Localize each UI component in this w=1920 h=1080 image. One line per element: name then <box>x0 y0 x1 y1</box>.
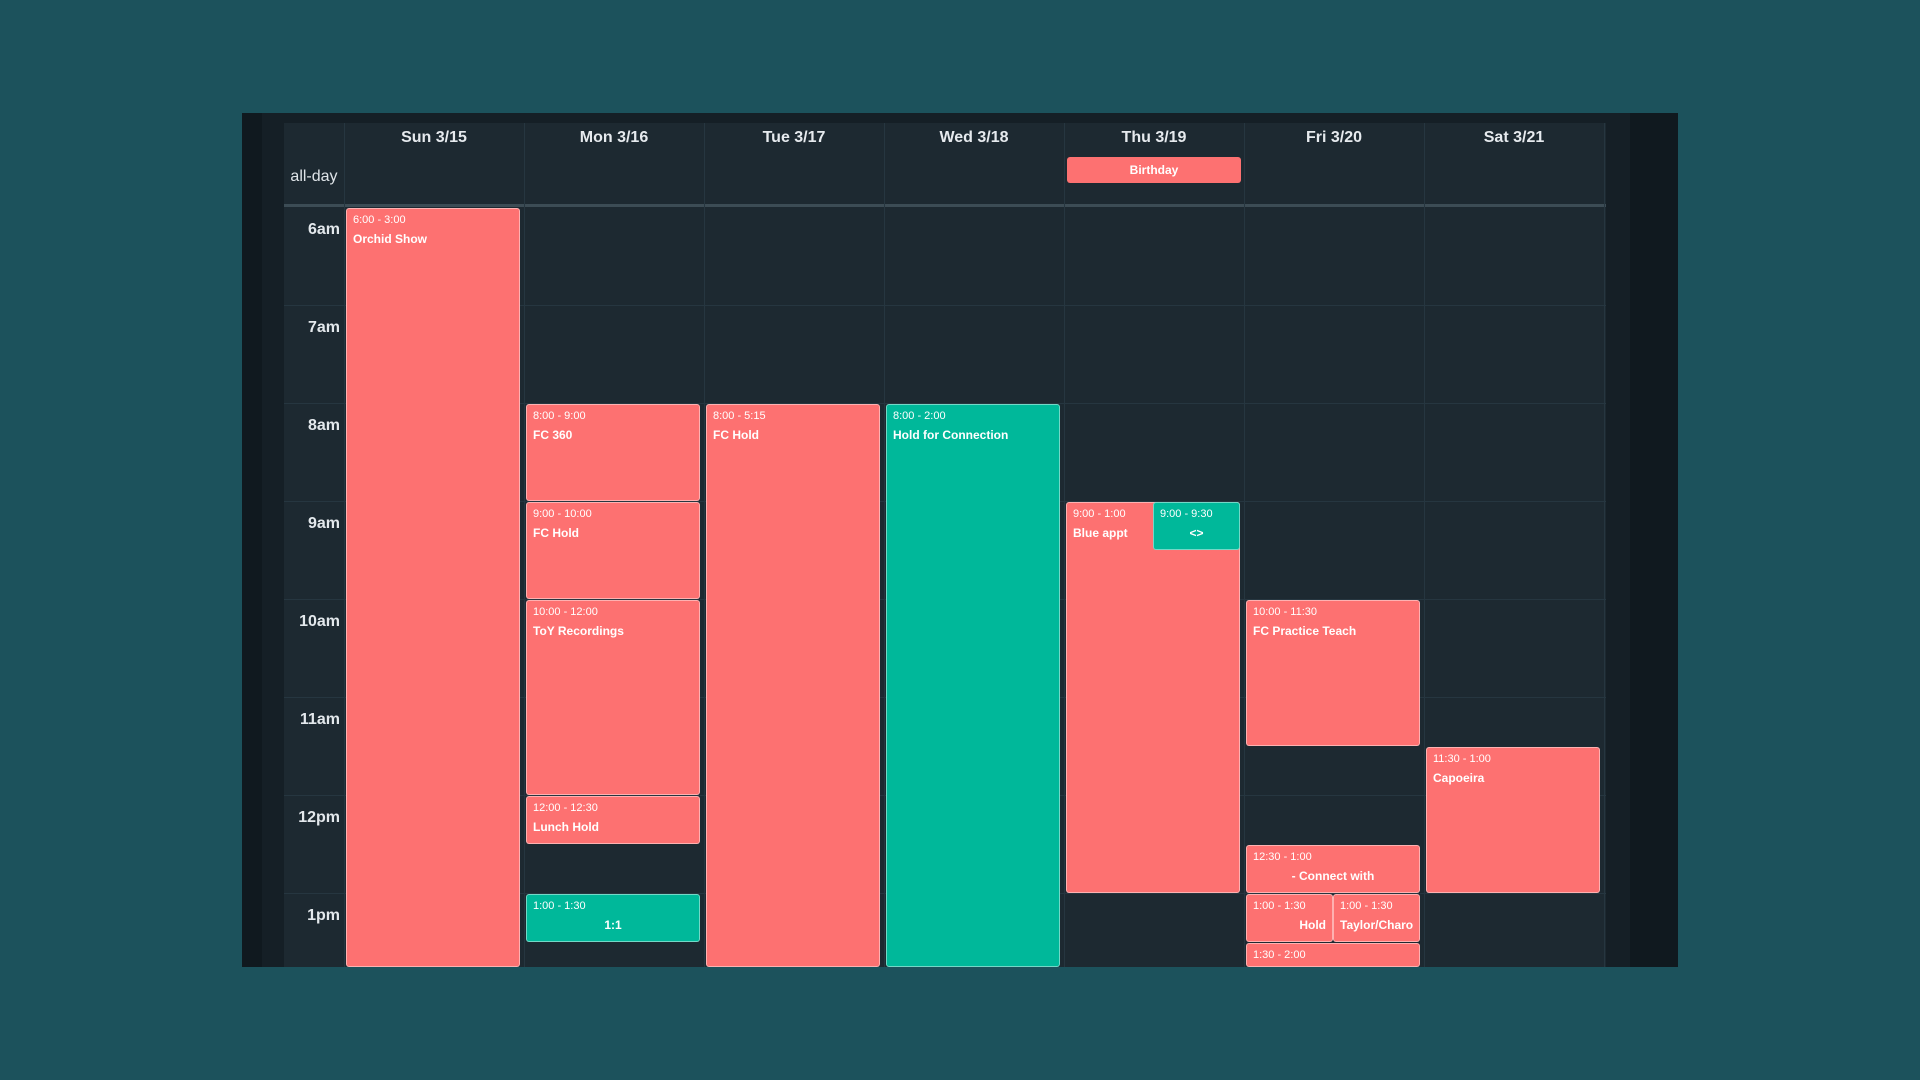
event-time: 1:00 - 1:30 <box>533 900 586 912</box>
event-time: 12:00 - 12:30 <box>533 802 598 814</box>
calendar-event[interactable]: 1:00 - 1:30 Taylor/Charo <box>1333 894 1420 942</box>
time-label: 6am <box>307 221 340 238</box>
event-time: 11:30 - 1:00 <box>1433 753 1491 765</box>
column-divider <box>344 123 345 967</box>
week-calendar-grid: Sun 3/15 Mon 3/16 Tue 3/17 Wed 3/18 Thu 3/19… <box>284 123 1606 967</box>
calendar-event[interactable]: 8:00 - 2:00 Hold for Connection <box>886 404 1060 967</box>
time-label: 7am <box>307 319 340 336</box>
calendar-event[interactable]: 9:00 - 9:30 <> <box>1153 502 1240 550</box>
calendar-event[interactable]: 8:00 - 9:00 FC 360 <box>526 404 700 501</box>
event-time: 10:00 - 11:30 <box>1253 606 1318 618</box>
event-title: ToY Recordings <box>533 624 624 638</box>
column-divider <box>1424 123 1425 967</box>
calendar-window: Sun 3/15 Mon 3/16 Tue 3/17 Wed 3/18 Thu 3/19… <box>242 113 1678 967</box>
calendar-event[interactable]: 12:30 - 1:00 - Connect with <box>1246 845 1420 893</box>
event-time: 10:00 - 12:00 <box>533 606 598 618</box>
all-day-label: all-day <box>290 168 338 185</box>
event-time: 9:00 - 9:30 <box>1160 508 1213 520</box>
event-time: 8:00 - 2:00 <box>893 410 946 422</box>
column-divider <box>1244 123 1245 967</box>
event-time: 1:00 - 1:30 <box>1253 900 1306 912</box>
day-header[interactable]: Tue 3/17 <box>762 129 826 146</box>
event-title: - Connect with <box>1291 869 1375 883</box>
all-day-event-birthday[interactable]: Birthday <box>1067 157 1241 183</box>
calendar-event[interactable]: 10:00 - 11:30 FC Practice Teach <box>1246 600 1420 746</box>
event-title: FC 360 <box>533 428 573 442</box>
event-title: Capoeira <box>1433 771 1485 785</box>
event-time: 8:00 - 9:00 <box>533 410 586 422</box>
right-scrollbar-strip[interactable] <box>1630 113 1678 967</box>
event-time: 8:00 - 5:15 <box>713 410 766 422</box>
calendar-event[interactable]: 1:00 - 1:30 1:1 <box>526 894 700 942</box>
column-divider <box>704 123 705 967</box>
event-title: FC Hold <box>713 428 759 442</box>
calendar-event[interactable]: 6:00 - 3:00 Orchid Show <box>346 208 520 967</box>
calendar-event[interactable]: 9:00 - 10:00 FC Hold <box>526 502 700 599</box>
event-time: 9:00 - 10:00 <box>533 508 592 520</box>
event-title: Orchid Show <box>353 232 428 246</box>
calendar-event[interactable]: 1:30 - 2:00 <box>1246 943 1420 967</box>
event-title: Taylor/Charo <box>1340 918 1414 932</box>
all-day-separator <box>284 204 1606 207</box>
day-header[interactable]: Wed 3/18 <box>939 129 1009 146</box>
event-title: 1:1 <box>604 918 622 932</box>
calendar-event[interactable]: 10:00 - 12:00 ToY Recordings <box>526 600 700 795</box>
time-label: 11am <box>299 711 340 728</box>
event-title: Lunch Hold <box>533 820 599 834</box>
time-label: 10am <box>299 613 340 630</box>
column-divider <box>884 123 885 967</box>
left-panel-strip <box>242 113 262 967</box>
event-title: Hold for Connection <box>893 428 1009 442</box>
time-label: 1pm <box>307 907 340 924</box>
calendar-event[interactable]: 9:00 - 1:00 Blue appt <box>1066 502 1240 893</box>
calendar-event[interactable]: 12:00 - 12:30 Lunch Hold <box>526 796 700 844</box>
calendar-event[interactable]: 1:00 - 1:30 Hold <box>1246 894 1333 942</box>
event-title: FC Practice Teach <box>1253 624 1357 638</box>
event-title: Hold <box>1299 918 1326 932</box>
column-divider <box>1064 123 1065 967</box>
calendar-event[interactable]: 11:30 - 1:00 Capoeira <box>1426 747 1600 893</box>
day-header[interactable]: Sat 3/21 <box>1483 129 1545 146</box>
event-time: 12:30 - 1:00 <box>1253 851 1312 863</box>
hour-line <box>284 305 1606 306</box>
day-header[interactable]: Mon 3/16 <box>579 129 649 146</box>
day-header[interactable]: Thu 3/19 <box>1121 129 1187 146</box>
event-time: 9:00 - 1:00 <box>1073 508 1126 520</box>
event-time: 6:00 - 3:00 <box>353 214 406 226</box>
day-header[interactable]: Sun 3/15 <box>401 129 467 146</box>
hour-line <box>284 403 1606 404</box>
day-header[interactable]: Fri 3/20 <box>1305 129 1363 146</box>
time-label: 12pm <box>298 809 340 826</box>
calendar-event[interactable]: 8:00 - 5:15 FC Hold <box>706 404 880 967</box>
event-title: FC Hold <box>533 526 579 540</box>
event-time: 1:30 - 2:00 <box>1253 949 1306 961</box>
time-label: 9am <box>307 515 340 532</box>
event-time: 1:00 - 1:30 <box>1340 900 1393 912</box>
column-divider <box>1604 123 1605 967</box>
event-title: <> <box>1189 526 1204 540</box>
time-label: 8am <box>307 417 340 434</box>
column-divider <box>524 123 525 967</box>
event-title: Blue appt <box>1073 526 1128 540</box>
